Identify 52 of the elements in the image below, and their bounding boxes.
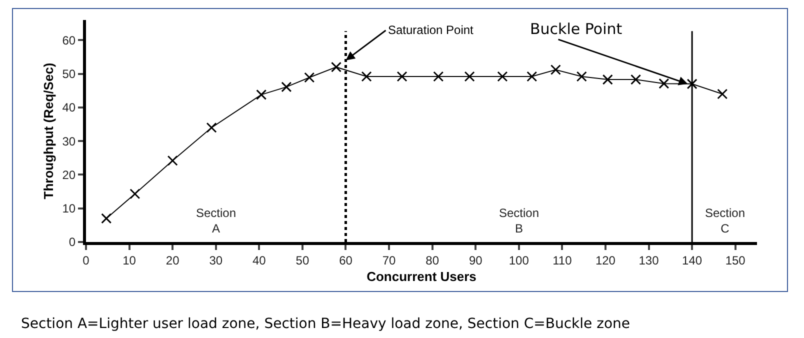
point [130, 188, 140, 200]
x-tick-label: 10 [122, 253, 136, 268]
point [497, 71, 508, 82]
x-tick-label: 30 [209, 253, 223, 268]
point [206, 122, 217, 133]
x-tick-label: 40 [252, 253, 266, 268]
annotation: Buckle Point [530, 20, 622, 38]
point [602, 74, 613, 85]
point [167, 155, 178, 166]
x-tick-label: 80 [426, 253, 440, 268]
point [526, 71, 538, 82]
x-tick-label: 70 [382, 253, 396, 268]
x-tick-label: 150 [725, 253, 746, 268]
x-tick-label: 100 [508, 253, 530, 268]
point [658, 78, 670, 89]
annotation: Section B [499, 206, 540, 236]
y-tick-label: 0 [68, 235, 76, 250]
point [304, 72, 315, 83]
y-tick-label: 10 [62, 202, 76, 216]
annotation: Section C [705, 206, 746, 236]
x-tick-label: 110 [552, 253, 572, 268]
point [630, 74, 642, 85]
text: Section A=Lighter user load zone, Section B=Heavy load zone, Section C=Buckle zone [21, 316, 630, 332]
x-tick-label: 50 [296, 253, 310, 268]
annotation: Section A [196, 206, 236, 236]
point [281, 82, 292, 92]
x-tick-label: 130 [638, 253, 660, 268]
y-tick-label: 50 [62, 67, 76, 82]
point [256, 89, 267, 100]
point [361, 71, 372, 82]
point [464, 71, 475, 82]
point [576, 71, 587, 82]
point [330, 62, 342, 72]
x-tick-label: 140 [682, 253, 702, 268]
x-tick-label: 90 [468, 253, 483, 268]
point [101, 213, 112, 224]
y-tick-label: 40 [62, 100, 76, 115]
point [550, 64, 561, 76]
x-axis-title: Concurrent Users [366, 269, 476, 284]
point [396, 71, 408, 82]
y-axis-title: Throughput (Req/Sec) [41, 62, 56, 200]
y-tick-label: 30 [62, 134, 76, 148]
x-tick-label: 60 [339, 253, 353, 268]
y-tick-label: 60 [62, 33, 76, 48]
annotation: Saturation Point [388, 23, 474, 37]
x-tick-label: 20 [166, 253, 180, 268]
y-tick-label: 20 [62, 168, 76, 182]
x-tick-label: 120 [595, 253, 616, 268]
point [433, 71, 444, 82]
x-tick-label: 0 [82, 253, 90, 268]
point [717, 88, 728, 100]
point [686, 78, 698, 90]
